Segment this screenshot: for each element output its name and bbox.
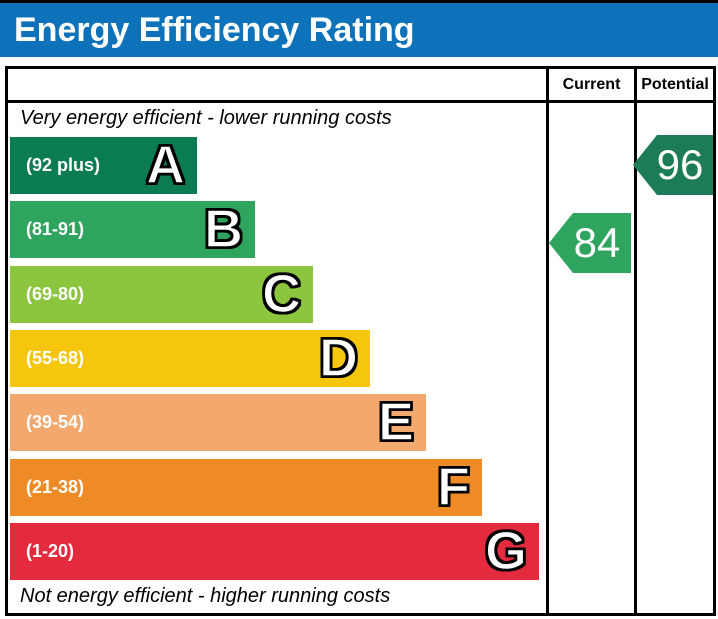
band-row-g: (1-20) G (10, 521, 539, 581)
band-row-b: (81-91) B (10, 199, 255, 259)
current-rating-value: 84 (573, 219, 621, 266)
current-column: Current 84 (546, 69, 634, 613)
band-range-label: (1-20) (26, 541, 75, 561)
potential-rating-arrow: 96 (633, 135, 713, 195)
band-range-label: (69-80) (26, 284, 85, 304)
potential-column-header: Potential (641, 75, 709, 93)
top-note: Very energy efficient - lower running co… (20, 107, 392, 129)
current-rating-arrow: 84 (549, 213, 631, 273)
band-letter: C (261, 264, 302, 324)
rating-table: Very energy efficient - lower running co… (5, 66, 716, 616)
band-letter: E (377, 392, 415, 452)
band-range-label: (81-91) (26, 219, 85, 239)
band-row-d: (55-68) D (10, 328, 370, 388)
potential-column: Potential 96 (633, 69, 713, 613)
band-row-c: (69-80) C (10, 264, 313, 324)
bottom-note: Not energy efficient - higher running co… (20, 585, 391, 607)
band-row-f: (21-38) F (10, 457, 482, 517)
band-range-label: (21-38) (26, 477, 85, 497)
band-letter: D (318, 328, 359, 388)
header-separator-line (8, 69, 713, 103)
top-border-rule (0, 0, 718, 3)
band-range-label: (92 plus) (26, 155, 101, 175)
band-letter: A (145, 135, 186, 195)
band-letter: B (203, 199, 244, 259)
page-title: Energy Efficiency Rating (14, 10, 415, 49)
band-row-e: (39-54) E (10, 392, 426, 452)
current-column-header: Current (562, 75, 621, 93)
band-letter: F (436, 457, 471, 517)
band-range-label: (39-54) (26, 412, 85, 432)
title-bar: Energy Efficiency Rating (0, 3, 718, 57)
band-row-a: (92 plus) A (10, 135, 197, 195)
band-range-label: (55-68) (26, 348, 85, 368)
potential-rating-value: 96 (656, 141, 704, 188)
band-letter: G (484, 521, 528, 581)
